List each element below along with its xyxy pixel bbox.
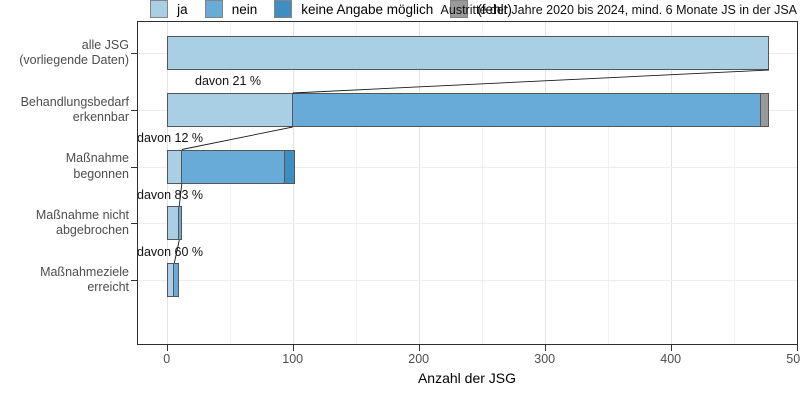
legend-item-ja: ja (150, 0, 188, 18)
x-tick-mark (418, 345, 420, 351)
x-tick-label: 300 (534, 352, 556, 366)
y-tick-mark (131, 53, 137, 54)
legend-label: (fehlt) (477, 1, 512, 17)
minor-gridline (607, 21, 609, 345)
y-tick-mark (131, 280, 137, 281)
legend-label: keine Angabe möglich (301, 1, 434, 17)
bar-segment-ja (166, 149, 182, 184)
legend-swatch (204, 0, 223, 18)
legend-item-keine-angabe-m-glich: keine Angabe möglich (274, 0, 433, 18)
bar-segment-nein (178, 206, 182, 240)
y-axis-label: Maßnahme nicht abgebrochen (35, 207, 129, 238)
x-axis-title: Anzahl der JSG (417, 370, 517, 386)
minor-gridline (355, 21, 357, 345)
y-tick-mark (131, 110, 137, 111)
legend-swatch (450, 0, 469, 18)
major-gridline (544, 21, 546, 345)
major-gridline (796, 21, 798, 345)
legend-label: nein (231, 1, 258, 17)
bar-segment-fehlt (760, 93, 769, 127)
x-tick-mark (166, 345, 168, 351)
davon-annotation: davon 60 % (137, 245, 204, 259)
horizontal-gridline (136, 223, 798, 224)
davon-annotation: davon 21 % (195, 74, 262, 88)
x-tick-mark (796, 345, 798, 351)
minor-gridline (733, 21, 735, 345)
major-gridline (418, 21, 420, 345)
y-axis-label: Behandlungsbedarf erkennbar (20, 94, 129, 125)
legend-item-nein: nein (204, 0, 258, 18)
x-tick-label: 100 (282, 352, 304, 366)
bar-segment-ja (166, 36, 769, 70)
y-tick-mark (131, 223, 137, 224)
y-tick-mark (131, 166, 137, 168)
horizontal-gridline (136, 280, 798, 281)
x-tick-mark (292, 345, 294, 351)
major-gridline (670, 21, 672, 345)
x-tick-label: 200 (408, 352, 430, 366)
x-tick-mark (544, 345, 546, 351)
legend-label: ja (177, 1, 188, 17)
legend-swatch (274, 0, 293, 18)
bar-segment-ja (166, 93, 293, 127)
bar-segment-nein (180, 149, 286, 184)
y-axis-label: alle JSG (vorliegende Daten) (19, 37, 129, 68)
x-tick-label: 400 (660, 352, 682, 366)
connector-line (292, 69, 770, 94)
bar-segment-nein (291, 93, 762, 127)
bar-segment-nein (173, 263, 180, 297)
x-tick-mark (670, 345, 672, 351)
legend-item-fehlt: (fehlt) (450, 0, 512, 18)
x-tick-label: 0 (163, 352, 171, 366)
y-axis-label: Maßnahmeziele erreicht (40, 264, 129, 295)
chart-title: Austritte der Jahre 2020 bis 2024, mind.… (440, 3, 797, 17)
davon-annotation: davon 12 % (137, 131, 204, 145)
horizontal-gridline (136, 166, 798, 168)
x-tick-label: 500 (786, 352, 800, 366)
davon-annotation: davon 83 % (137, 188, 204, 202)
bar-segment-keine-angabe-m-glich (284, 149, 296, 184)
legend-swatch (150, 0, 169, 18)
y-axis-label: Maßnahme begonnen (65, 151, 129, 181)
legend: ja nein keine Angabe möglich (fehlt) (0, 0, 662, 18)
minor-gridline (481, 21, 483, 345)
